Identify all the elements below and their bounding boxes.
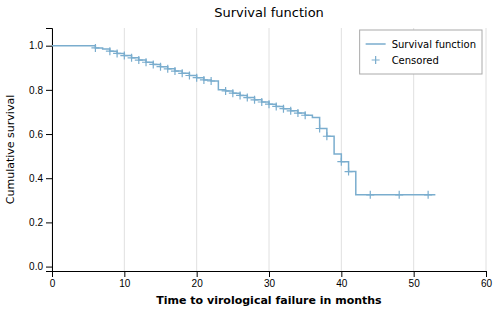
- grid-line: [486, 28, 487, 271]
- legend-symbol: [366, 43, 386, 45]
- tick-label: 0.2: [29, 217, 43, 228]
- tick-label: 0.6: [29, 129, 43, 140]
- censored-mark: [236, 91, 244, 99]
- tick-mark: [46, 46, 52, 47]
- x-axis-label: Time to virological failure in months: [156, 294, 382, 307]
- tick-label: 30: [264, 278, 276, 289]
- tick: 0.8: [29, 85, 52, 96]
- censored-mark: [229, 89, 237, 97]
- tick-mark: [486, 271, 487, 277]
- censored-mark: [207, 77, 215, 85]
- censored-mark: [323, 132, 331, 140]
- censored-mark: [345, 168, 353, 176]
- y-axis: 0.0 0.2 0.4 0.6 0.8 1.0: [29, 29, 52, 273]
- tick-label: 1.0: [29, 40, 43, 51]
- y-axis-label: Cumulative survival: [4, 95, 17, 204]
- tick: 50: [409, 271, 421, 289]
- grid: [52, 28, 486, 271]
- tick-label: 20: [192, 278, 204, 289]
- tick: 1.0: [29, 40, 52, 51]
- tick-mark: [46, 90, 52, 91]
- grid-line: [124, 28, 125, 271]
- censored-mark: [395, 191, 403, 199]
- tick: 0: [50, 271, 56, 289]
- censored-mark: [222, 87, 230, 95]
- censored-mark: [120, 52, 128, 60]
- tick: 40: [336, 271, 348, 289]
- tick-label: 0.0: [29, 261, 43, 272]
- tick-mark: [341, 271, 342, 277]
- censored-mark: [258, 98, 266, 106]
- censored-mark: [272, 102, 280, 110]
- censored-mark: [279, 105, 287, 113]
- tick: 0.2: [29, 217, 52, 228]
- legend-item: Survival function: [366, 39, 476, 50]
- tick: 20: [192, 271, 204, 289]
- tick-mark: [46, 134, 52, 135]
- x-axis: 0 10 20 30 40 50 60: [50, 271, 493, 289]
- censored-mark: [243, 94, 251, 102]
- censored-mark: [294, 109, 302, 117]
- censored-mark: [193, 74, 201, 82]
- censored-mark: [178, 69, 186, 77]
- legend-label: Censored: [392, 55, 439, 66]
- tick-label: 50: [409, 278, 421, 289]
- tick-mark: [269, 271, 270, 277]
- censored-mark: [113, 49, 121, 57]
- tick: 0.6: [29, 129, 52, 140]
- legend-label: Survival function: [392, 39, 476, 50]
- censored-mark: [424, 191, 432, 199]
- tick-label: 0.4: [29, 173, 43, 184]
- censored-mark: [91, 44, 99, 52]
- censored-mark: [265, 100, 273, 108]
- tick-mark: [46, 267, 52, 268]
- censored-mark: [366, 191, 374, 199]
- censored-mark: [185, 71, 193, 79]
- legend-box: [360, 30, 482, 74]
- tick: 0.4: [29, 173, 52, 184]
- tick-mark: [46, 222, 52, 223]
- tick-label: 10: [119, 278, 131, 289]
- censored-mark: [157, 63, 165, 71]
- censored-mark: [142, 58, 150, 66]
- tick: 10: [119, 271, 131, 289]
- censored-mark: [316, 125, 324, 133]
- legend: Survival function Censored: [360, 30, 482, 74]
- grid-line: [341, 28, 342, 271]
- censored-mark: [287, 107, 295, 115]
- legend-symbol: [372, 56, 380, 64]
- title: Survival function: [214, 5, 324, 20]
- censored-mark: [200, 76, 208, 84]
- grid-line: [269, 28, 270, 271]
- censored-mark: [171, 67, 179, 75]
- censored-mark: [135, 56, 143, 64]
- tick-mark: [46, 178, 52, 179]
- tick: 30: [264, 271, 276, 289]
- chart: 0 10 20 30 40 50 60 0.0 0.2 0.4 0.6 0.8 1.0 Survival …: [0, 0, 500, 311]
- censored-mark: [164, 65, 172, 73]
- tick-label: 0: [50, 278, 56, 289]
- tick: 0.0: [29, 261, 52, 272]
- axis-line: [53, 272, 487, 278]
- legend-item: Censored: [372, 55, 439, 66]
- tick-label: 0.8: [29, 85, 43, 96]
- tick-mark: [124, 271, 125, 277]
- censored-mark: [251, 96, 259, 104]
- tick-mark: [414, 271, 415, 277]
- tick: 60: [481, 271, 493, 289]
- tick-mark: [197, 271, 198, 277]
- censored-mark: [106, 47, 114, 55]
- censored-mark: [301, 111, 309, 119]
- tick-label: 40: [336, 278, 348, 289]
- censored-mark: [128, 54, 136, 62]
- axis-line: [46, 29, 53, 272]
- grid-line: [196, 28, 197, 271]
- censored-mark: [149, 60, 157, 68]
- tick-label: 60: [481, 278, 493, 289]
- censored-mark: [337, 158, 345, 166]
